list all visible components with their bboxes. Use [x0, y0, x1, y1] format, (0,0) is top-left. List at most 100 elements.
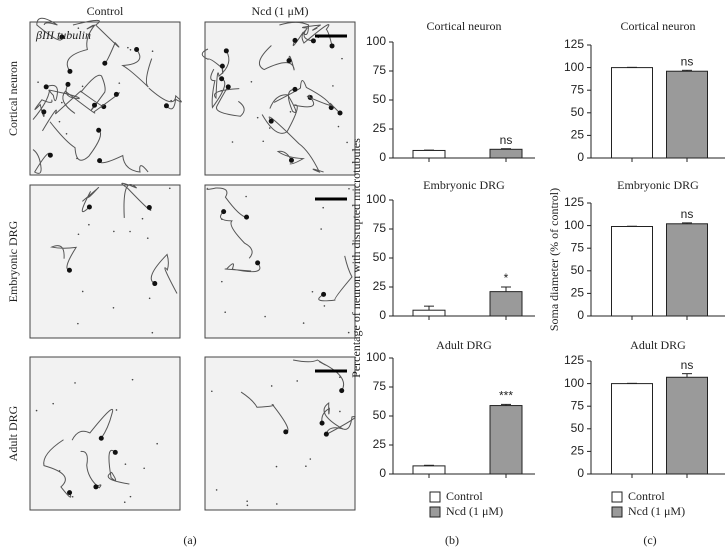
- neurite: [261, 97, 315, 134]
- debris: [246, 504, 249, 507]
- y-tick-label: 50: [571, 105, 585, 119]
- micrograph: [29, 182, 181, 339]
- micrograph: [204, 184, 356, 339]
- soma: [321, 291, 327, 297]
- y-tick-label: 100: [564, 218, 584, 232]
- neurite: [32, 149, 51, 174]
- y-axis-label: Soma diameter (% of control): [547, 188, 561, 331]
- debris: [76, 157, 78, 160]
- debris: [115, 409, 118, 411]
- y-tick-label: 50: [571, 421, 585, 435]
- debris: [270, 385, 273, 387]
- bar: [666, 70, 708, 159]
- image-frame: [204, 356, 356, 511]
- bar: [412, 465, 446, 475]
- soma: [97, 158, 103, 164]
- debris: [77, 27, 80, 29]
- image-frame: [204, 21, 356, 176]
- y-tick-label: 75: [373, 63, 387, 77]
- debris: [81, 85, 84, 88]
- debris: [71, 495, 74, 498]
- y-tick-label: 75: [571, 240, 585, 254]
- neurite: [268, 116, 324, 173]
- soma: [86, 204, 92, 210]
- debris: [262, 140, 265, 143]
- soma: [310, 38, 316, 44]
- soma: [337, 110, 343, 116]
- soma: [47, 152, 53, 158]
- debris: [74, 382, 76, 384]
- chart-title: Cortical neuron: [621, 19, 696, 33]
- y-tick-label: 75: [373, 221, 387, 235]
- debris: [245, 195, 247, 198]
- debris: [347, 331, 350, 334]
- neurite: [80, 74, 106, 111]
- bar: [412, 149, 446, 159]
- y-tick-label: 100: [564, 60, 584, 74]
- soma: [292, 86, 298, 92]
- y-tick-label: 0: [379, 150, 386, 164]
- image-frame: [204, 184, 356, 339]
- neurite: [206, 187, 247, 218]
- soma: [65, 81, 71, 87]
- soma: [43, 84, 49, 90]
- panel-label: (c): [643, 533, 656, 547]
- soma: [59, 34, 65, 40]
- neurite: [219, 211, 253, 259]
- soma: [255, 260, 261, 266]
- panel-label: (a): [183, 533, 196, 547]
- debris: [311, 290, 314, 293]
- neurite: [201, 48, 224, 74]
- neurite: [72, 19, 120, 64]
- soma: [96, 127, 102, 133]
- neurite: [276, 150, 305, 165]
- debris: [58, 120, 61, 123]
- bar: [611, 67, 653, 159]
- debris: [129, 48, 132, 51]
- column-header: Ncd (1 μM): [251, 4, 308, 18]
- debris: [151, 50, 154, 53]
- debris: [52, 402, 54, 405]
- y-tick-label: 25: [571, 444, 585, 458]
- debris: [296, 380, 299, 382]
- y-axis-label: Percentage of neuron with disrupted micr…: [349, 138, 363, 378]
- debris: [348, 187, 350, 190]
- significance-label: ns: [681, 358, 694, 372]
- debris: [127, 46, 129, 49]
- y-tick-label: 0: [577, 150, 584, 164]
- y-tick-label: 0: [577, 466, 584, 480]
- debris: [118, 82, 121, 84]
- neurite: [321, 402, 343, 430]
- y-tick-label: 25: [571, 128, 585, 142]
- significance-label: ns: [681, 54, 694, 68]
- soma: [134, 47, 140, 53]
- debris: [170, 99, 172, 102]
- neurite: [214, 50, 240, 100]
- soma: [152, 281, 158, 287]
- neurite: [34, 99, 53, 118]
- neurite: [71, 409, 114, 441]
- y-tick-label: 100: [564, 376, 584, 390]
- debris: [250, 80, 253, 83]
- y-tick-label: 25: [373, 437, 387, 451]
- soma: [66, 267, 72, 273]
- debris: [256, 116, 259, 119]
- debris: [339, 410, 341, 413]
- soma: [225, 84, 231, 90]
- micrograph: [29, 356, 181, 511]
- debris: [221, 218, 223, 221]
- debris: [148, 297, 151, 300]
- chart-title: Cortical neuron: [427, 19, 502, 33]
- debris: [346, 141, 348, 144]
- bar: [611, 226, 653, 317]
- soma: [219, 63, 225, 69]
- neurite: [210, 68, 226, 109]
- debris: [224, 311, 226, 314]
- soma: [319, 420, 325, 426]
- debris: [337, 125, 340, 128]
- neurite: [81, 187, 100, 213]
- stain-label: βIII tubulin: [35, 28, 91, 42]
- soma: [339, 388, 345, 394]
- chart-title: Embryonic DRG: [617, 178, 699, 192]
- debris: [215, 489, 218, 491]
